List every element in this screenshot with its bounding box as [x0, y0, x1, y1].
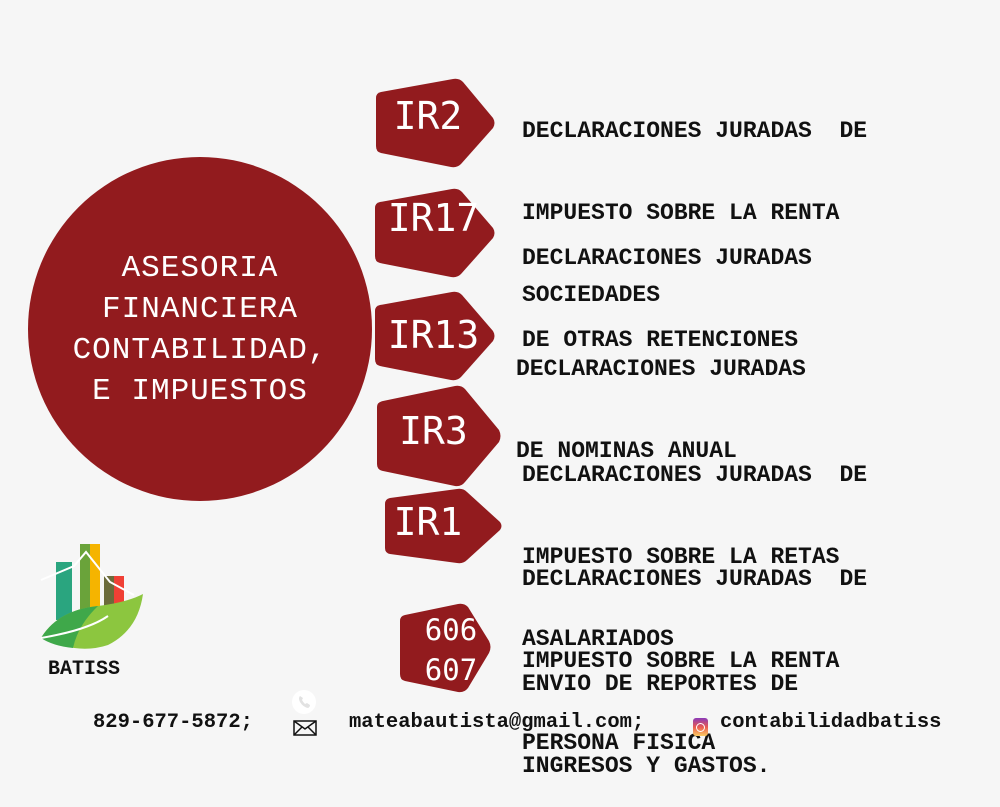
description-line: DECLARACIONES JURADAS DE	[522, 118, 868, 144]
description-ir13: DECLARACIONES JURADAS DE NOMINAS ANUAL	[516, 302, 806, 492]
description-line: DECLARACIONES JURADAS DE	[522, 566, 868, 592]
logo-graphic-icon	[40, 544, 143, 649]
center-circle: ASESORIA FINANCIERA CONTABILIDAD, E IMPU…	[28, 157, 372, 501]
tag-shape	[377, 385, 501, 487]
mail-icon	[293, 720, 317, 736]
tag-shape	[376, 78, 495, 168]
description-ir17: DECLARACIONES JURADAS DE OTRAS RETENCION…	[522, 191, 812, 381]
description-line: DECLARACIONES JURADAS	[522, 245, 812, 271]
tag-code: IR17	[387, 196, 480, 240]
description-line: SOCIEDADES	[522, 282, 661, 308]
tag-ir2: IR2	[375, 78, 495, 168]
tag-ir1: IR1	[383, 488, 503, 564]
center-line: FINANCIERA	[101, 292, 299, 327]
email-address: mateabautista@gmail.com;	[349, 711, 645, 734]
batiss-logo: BATISS	[38, 530, 148, 685]
description-line: ENVIO DE REPORTES DE	[522, 671, 799, 697]
description-line: DE NOMINAS ANUAL	[516, 438, 737, 464]
description-line: DE OTRAS RETENCIONES	[522, 327, 799, 353]
tag-code: 607	[424, 653, 478, 687]
description-line: IMPUESTO SOBRE LA RETAS	[522, 544, 840, 570]
tag-shape	[385, 488, 502, 564]
logo-text: BATISS	[48, 658, 121, 681]
phone-number: 829-677-5872;	[93, 711, 253, 734]
description-line: IMPUESTO SOBRE LA RENTA	[522, 648, 840, 674]
tag-shape	[375, 188, 495, 278]
center-line: CONTABILIDAD,	[72, 333, 328, 368]
center-line: E IMPUESTOS	[92, 374, 308, 409]
center-line: ASESORIA	[121, 251, 279, 286]
tag-606-607: 606 607	[398, 603, 492, 693]
tag-code: IR3	[399, 409, 468, 453]
tag-code: 606	[424, 613, 478, 647]
instagram-handle: contabilidadbatiss	[720, 711, 942, 734]
tag-code: IR2	[393, 94, 463, 138]
description-line: DECLARACIONES JURADAS	[516, 356, 806, 382]
description-line: ASALARIADOS	[522, 626, 674, 652]
description-ir2: DECLARACIONES JURADAS DE IMPUESTO SOBRE …	[522, 64, 867, 336]
description-line: DECLARACIONES JURADAS DE	[522, 462, 868, 488]
phone-icon	[292, 690, 316, 714]
tag-ir13: IR13	[372, 291, 495, 381]
instagram-icon	[693, 718, 708, 736]
description-line: IMPUESTO SOBRE LA RENTA	[522, 200, 840, 226]
description-line: INGRESOS Y GASTOS.	[522, 753, 771, 779]
tag-shape	[400, 603, 491, 693]
tag-shape	[375, 291, 495, 381]
tag-code: IR1	[393, 500, 463, 544]
tag-ir3: IR3	[375, 385, 502, 487]
tag-ir17: IR17	[372, 188, 495, 278]
tag-code: IR13	[387, 313, 480, 357]
description-ir3: DECLARACIONES JURADAS DE IMPUESTO SOBRE …	[522, 408, 867, 680]
